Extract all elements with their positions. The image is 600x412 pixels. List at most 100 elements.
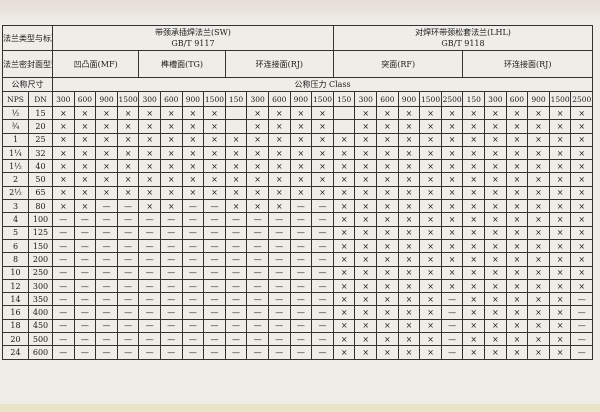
class-header: 300 xyxy=(246,91,269,107)
class-header: 2500 xyxy=(570,91,594,107)
seal-face-header: 突面(RF) xyxy=(332,50,464,78)
applicable-mark: × xyxy=(289,105,313,121)
applicable-mark: × xyxy=(484,185,507,201)
applicable-mark: × xyxy=(73,132,97,147)
applicable-mark: × xyxy=(246,159,269,174)
applicable-mark: × xyxy=(376,305,399,320)
applicable-mark: × xyxy=(548,305,572,320)
not-applicable-mark: — xyxy=(289,305,313,320)
not-applicable-mark: — xyxy=(440,292,464,307)
applicable-mark: × xyxy=(440,238,464,254)
applicable-mark: × xyxy=(332,252,356,267)
table-row: 24 600— — — — — — — — — — — — — × × × × × — × × × × × — xyxy=(2,345,594,360)
not-applicable-mark: — xyxy=(181,318,205,334)
not-applicable-mark: — xyxy=(138,292,161,307)
applicable-mark: × xyxy=(354,265,378,280)
applicable-mark: × xyxy=(462,292,486,307)
not-applicable-mark: — xyxy=(224,212,248,227)
applicable-mark: × xyxy=(159,145,183,161)
applicable-mark: × xyxy=(376,199,399,214)
applicable-mark: × xyxy=(440,278,464,294)
applicable-mark: × xyxy=(527,292,550,307)
applicable-mark: × xyxy=(376,278,399,294)
applicable-mark: × xyxy=(73,119,97,134)
header-row-flange-type: 法兰类型与标准编号 带颈承插焊法兰(SW) GB/T 9117 对焊环带颈松套法兰(L… xyxy=(2,25,594,51)
applicable-mark: × xyxy=(376,119,399,134)
not-applicable-mark: — xyxy=(311,212,334,227)
applicable-mark: × xyxy=(289,172,313,187)
dn-cell: 65 xyxy=(28,185,53,201)
not-applicable-mark: — xyxy=(203,345,226,360)
applicable-mark: × xyxy=(332,318,356,334)
class-header: 600 xyxy=(73,91,97,107)
applicable-mark: × xyxy=(570,252,594,267)
not-applicable-mark: — xyxy=(289,345,313,360)
nps-cell: 18 xyxy=(2,318,29,334)
applicable-mark: × xyxy=(548,132,572,147)
flange-standard: GB/T 9118 xyxy=(441,39,485,48)
applicable-mark: × xyxy=(505,238,529,254)
empty-cell xyxy=(332,105,356,121)
applicable-mark: × xyxy=(484,159,507,174)
applicable-mark: × xyxy=(311,172,334,187)
not-applicable-mark: — xyxy=(52,345,75,360)
seal-face-header: 凹凸面(MF) xyxy=(51,50,140,78)
not-applicable-mark: — xyxy=(73,225,97,240)
applicable-mark: × xyxy=(224,185,248,201)
nps-cell: 2½ xyxy=(2,185,29,201)
applicable-mark: × xyxy=(570,265,594,280)
applicable-mark: × xyxy=(116,159,140,174)
applicable-mark: × xyxy=(159,105,183,121)
applicable-mark: × xyxy=(527,199,550,214)
not-applicable-mark: — xyxy=(181,332,205,347)
applicable-mark: × xyxy=(462,199,486,214)
not-applicable-mark: — xyxy=(181,252,205,267)
applicable-mark: × xyxy=(95,185,118,201)
applicable-mark: × xyxy=(116,145,140,161)
applicable-mark: × xyxy=(548,252,572,267)
not-applicable-mark: — xyxy=(440,305,464,320)
class-header: 1500 xyxy=(116,91,140,107)
not-applicable-mark: — xyxy=(181,265,205,280)
applicable-mark: × xyxy=(203,119,226,134)
not-applicable-mark: — xyxy=(138,212,161,227)
not-applicable-mark: — xyxy=(289,332,313,347)
dn-cell: 350 xyxy=(28,292,53,307)
applicable-mark: × xyxy=(505,172,529,187)
not-applicable-mark: — xyxy=(203,225,226,240)
applicable-mark: × xyxy=(354,225,378,240)
table-row: 2 50 × × × × × × × × × × × × × × × × × × × × × × × × × xyxy=(2,172,594,187)
not-applicable-mark: — xyxy=(289,318,313,334)
not-applicable-mark: — xyxy=(289,225,313,240)
applicable-mark: × xyxy=(548,185,572,201)
applicable-mark: × xyxy=(376,105,399,121)
nps-cell: 3 xyxy=(2,199,29,214)
applicable-mark: × xyxy=(52,145,75,161)
not-applicable-mark: — xyxy=(73,252,97,267)
applicable-mark: × xyxy=(397,119,421,134)
not-applicable-mark: — xyxy=(224,252,248,267)
not-applicable-mark: — xyxy=(311,332,334,347)
applicable-mark: × xyxy=(484,332,507,347)
flange-type-header: 对焊环带颈松套法兰(LHL) GB/T 9118 xyxy=(332,25,594,51)
applicable-mark: × xyxy=(138,105,161,121)
not-applicable-mark: — xyxy=(138,318,161,334)
not-applicable-mark: — xyxy=(311,278,334,294)
applicable-mark: × xyxy=(73,159,97,174)
not-applicable-mark: — xyxy=(246,292,269,307)
applicable-mark: × xyxy=(203,172,226,187)
class-header: 150 xyxy=(224,91,248,107)
not-applicable-mark: — xyxy=(159,212,183,227)
applicable-mark: × xyxy=(159,132,183,147)
applicable-mark: × xyxy=(267,199,291,214)
dn-cell: 40 xyxy=(28,159,53,174)
not-applicable-mark: — xyxy=(181,225,205,240)
applicable-mark: × xyxy=(267,132,291,147)
applicable-mark: × xyxy=(484,265,507,280)
dn-cell: 15 xyxy=(28,105,53,121)
applicable-mark: × xyxy=(354,212,378,227)
header-row-class-values: NPS DN 300 600 900 1500 300 600 900 1500 150 300 600… xyxy=(2,91,594,107)
applicable-mark: × xyxy=(116,105,140,121)
applicable-mark: × xyxy=(332,345,356,360)
not-applicable-mark: — xyxy=(116,292,140,307)
